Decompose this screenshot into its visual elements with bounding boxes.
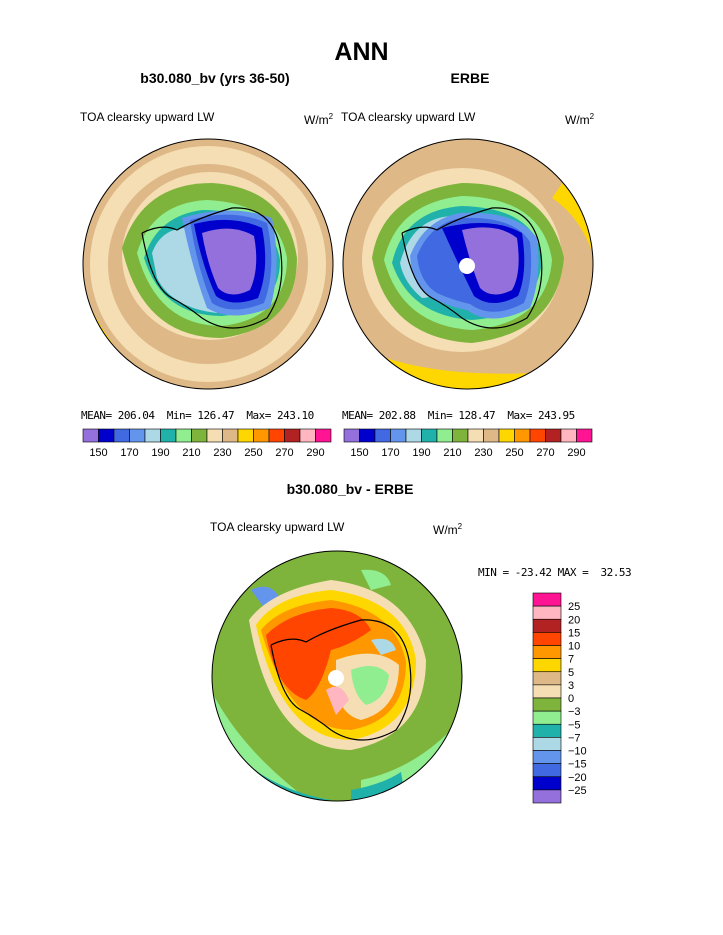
left-colorbar-swatch xyxy=(113,428,130,443)
left-panel-title: b30.080_bv (yrs 36-50) xyxy=(140,70,290,86)
left-stats: MEAN= 206.04 Min= 126.47 Max= 243.10 xyxy=(81,409,314,422)
left-colorbar-swatch xyxy=(268,428,285,443)
right-colorbar-swatch xyxy=(576,428,593,443)
right-colorbar-label: 150 xyxy=(350,447,368,459)
right-colorbar-label: 170 xyxy=(381,447,399,459)
diff-colorbar-swatch xyxy=(532,750,562,764)
diff-colorbar-swatch xyxy=(532,671,562,686)
right-colorbar-swatch xyxy=(405,428,422,443)
left-colorbar-swatch xyxy=(315,428,332,443)
right-colorbar-label: 210 xyxy=(443,447,461,459)
right-polar-map xyxy=(342,138,594,390)
left-colorbar-swatch xyxy=(160,428,177,443)
diff-colorbar-label: 20 xyxy=(568,614,580,626)
diff-colorbar-label: 7 xyxy=(568,654,574,666)
right-colorbar-swatch xyxy=(359,428,376,443)
left-colorbar: 150 170 190 210 230 250 270 290 xyxy=(82,428,332,459)
diff-colorbar-label: 5 xyxy=(568,667,574,679)
diff-colorbar-label: −5 xyxy=(568,719,581,731)
diff-colorbar-swatch xyxy=(532,763,562,778)
right-colorbar-label: 290 xyxy=(567,447,585,459)
right-colorbar-label: 190 xyxy=(412,447,430,459)
left-colorbar-swatch xyxy=(299,428,316,443)
right-colorbar-swatch xyxy=(498,428,515,443)
right-colorbar-swatch xyxy=(343,428,360,443)
diff-colorbar-swatch xyxy=(532,710,562,725)
diff-colorbar-label: 0 xyxy=(568,693,574,705)
diff-colorbar-swatch xyxy=(532,605,562,620)
diff-colorbar-label: −20 xyxy=(568,772,587,784)
left-colorbar-label: 270 xyxy=(275,447,293,459)
diff-colorbar-label: 15 xyxy=(568,627,580,639)
right-units-label: W/m2 xyxy=(565,112,595,127)
right-variable-label: TOA clearsky upward LW xyxy=(341,110,476,124)
diff-colorbar-swatch xyxy=(532,789,562,804)
diff-colorbar-label: −10 xyxy=(568,746,587,758)
diff-stats: MIN = -23.42 MAX = 32.53 xyxy=(478,566,632,579)
diff-colorbar-swatch xyxy=(532,776,562,791)
right-colorbar-swatch xyxy=(529,428,546,443)
diff-polar-map xyxy=(211,550,463,802)
left-colorbar-swatch xyxy=(253,428,270,443)
diff-colorbar-label: −25 xyxy=(568,785,587,797)
diff-units-label: W/m2 xyxy=(433,522,463,537)
left-colorbar-swatch xyxy=(82,428,99,443)
right-colorbar-label: 250 xyxy=(505,447,523,459)
right-colorbar-swatch xyxy=(452,428,469,443)
diff-colorbar-label: 25 xyxy=(568,601,580,613)
diff-colorbar-swatch xyxy=(532,645,562,659)
left-colorbar-swatch xyxy=(98,428,115,443)
diff-colorbar-label: −7 xyxy=(568,732,581,744)
right-colorbar-swatch xyxy=(560,428,577,443)
left-colorbar-label: 150 xyxy=(89,447,107,459)
diff-panel-title: b30.080_bv - ERBE xyxy=(286,481,414,497)
left-colorbar-swatch xyxy=(222,428,239,443)
left-polar-map xyxy=(82,138,334,390)
diff-colorbar-swatch xyxy=(532,658,562,673)
left-colorbar-swatch xyxy=(144,428,161,443)
left-variable-label: TOA clearsky upward LW xyxy=(80,110,215,124)
right-colorbar-swatch xyxy=(545,428,562,443)
diff-variable-label: TOA clearsky upward LW xyxy=(210,520,345,534)
right-colorbar-swatch xyxy=(390,428,407,443)
right-panel-title: ERBE xyxy=(450,70,490,86)
left-colorbar-swatch xyxy=(175,428,192,443)
page-title: ANN xyxy=(334,38,389,66)
right-colorbar-swatch xyxy=(483,428,500,443)
diff-colorbar-label: 3 xyxy=(568,680,574,692)
right-colorbar-swatch xyxy=(436,428,453,443)
right-colorbar-label: 270 xyxy=(536,447,554,459)
left-colorbar-swatch xyxy=(206,428,223,443)
diff-colorbar-swatch xyxy=(532,618,562,633)
left-colorbar-label: 210 xyxy=(182,447,200,459)
right-colorbar: 150 170 190 210 230 250 270 290 xyxy=(343,428,593,459)
left-colorbar-swatch xyxy=(129,428,146,443)
right-stats: MEAN= 202.88 Min= 128.47 Max= 243.95 xyxy=(342,409,575,422)
diff-colorbar-swatch xyxy=(532,632,562,646)
diff-colorbar-label: −15 xyxy=(568,759,587,771)
diff-colorbar-swatch xyxy=(532,737,562,751)
diff-colorbar-swatch xyxy=(532,697,562,712)
left-colorbar-swatch xyxy=(191,428,208,443)
left-colorbar-label: 190 xyxy=(151,447,169,459)
right-colorbar-swatch xyxy=(514,428,531,443)
right-colorbar-swatch xyxy=(374,428,391,443)
right-colorbar-swatch xyxy=(467,428,484,443)
diff-colorbar-swatch xyxy=(532,684,562,699)
left-colorbar-swatch xyxy=(284,428,301,443)
diff-colorbar-swatch xyxy=(532,592,562,607)
right-colorbar-swatch xyxy=(421,428,438,443)
diff-colorbar-label: −3 xyxy=(568,706,581,718)
left-colorbar-swatch xyxy=(237,428,254,443)
diff-colorbar-swatch xyxy=(532,723,562,738)
left-colorbar-label: 230 xyxy=(213,447,231,459)
diff-colorbar-label: 10 xyxy=(568,641,580,653)
left-colorbar-label: 290 xyxy=(306,447,324,459)
right-colorbar-label: 230 xyxy=(474,447,492,459)
left-units-label: W/m2 xyxy=(304,112,334,127)
left-colorbar-label: 250 xyxy=(244,447,262,459)
left-colorbar-label: 170 xyxy=(120,447,138,459)
